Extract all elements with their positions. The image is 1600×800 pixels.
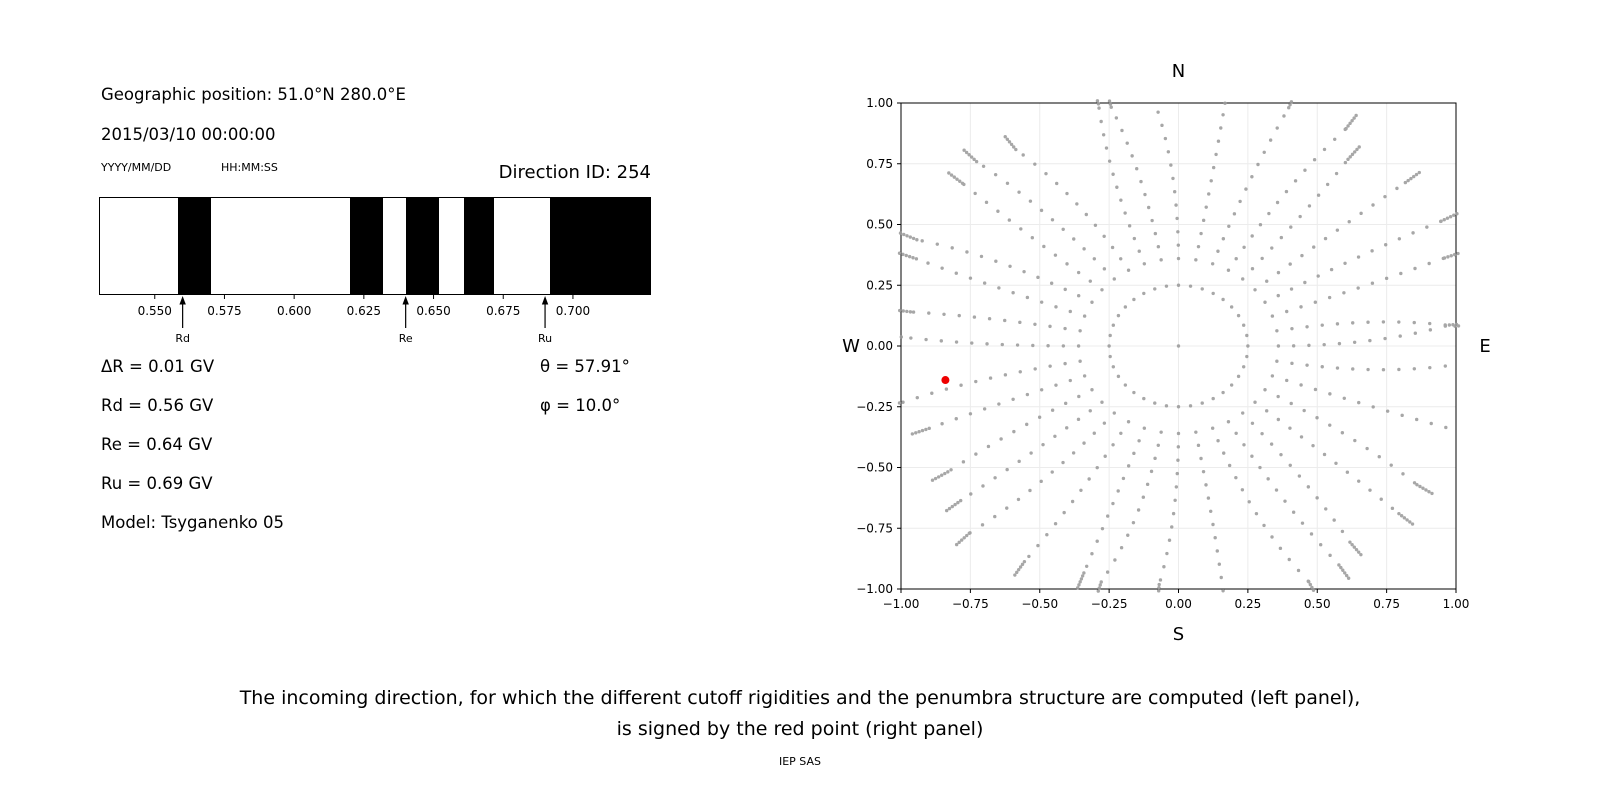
rigidity-marker-label: Re [399,332,413,345]
datetime-label: 2015/03/10 00:00:00 [101,125,276,144]
compass-north-label: N [1171,61,1186,82]
rd-value: Rd = 0.56 GV [101,396,214,415]
delta-r-value: ΔR = 0.01 GV [101,357,215,376]
penumbra-forbidden-band [177,198,212,294]
penumbra-forbidden-band [405,198,439,294]
penumbra-axis: 0.550 0.575 0.600 0.625 0.650 0.675 0.700 Rd Re R… [138,295,590,345]
caption-line-2: is signed by the red point (right panel) [616,718,984,740]
y-tick-label: 0.75 [866,157,893,171]
x-tick-label: 0.00 [1165,597,1192,611]
compass-west-label: W [842,336,860,357]
x-tick-label: 0.50 [1304,597,1331,611]
x-tick-label: −1.00 [883,597,920,611]
phi-value: φ = 10.0° [540,396,621,415]
arrow-head-icon [541,296,549,305]
x-tick-label: 1.00 [1443,597,1470,611]
arrow-head-icon [179,296,186,305]
rigidity-marker-label: Ru [538,332,552,345]
direction-grid-dots [897,99,1461,593]
y-tick-label: 0.00 [866,339,893,353]
penumbra-tick-label: 0.625 [347,304,381,318]
theta-value: θ = 57.91° [540,357,630,376]
penumbra-forbidden-band [550,198,650,294]
y-tick-label: −1.00 [856,582,893,596]
y-tick-label: −0.50 [856,461,893,475]
x-tick-label: 0.25 [1235,597,1262,611]
date-format-label: YYYY/MM/DD [101,161,172,174]
compass-south-label: S [1172,624,1185,645]
y-tick-label: 0.50 [866,218,893,232]
x-tick-label: 0.75 [1373,597,1400,611]
y-tick-label: −0.25 [856,400,893,414]
penumbra-bar-chart [99,197,651,295]
penumbra-tick-label: 0.575 [207,304,241,318]
penumbra-tick-label: 0.650 [416,304,450,318]
arrow-head-icon [402,296,409,305]
direction-id-label: Direction ID: 254 [498,162,651,183]
re-value: Re = 0.64 GV [101,435,213,454]
penumbra-tick-label: 0.550 [138,304,172,318]
penumbra-tick-label: 0.700 [556,304,590,318]
credit-label: IEP SAS [778,755,822,768]
penumbra-tick-label: 0.675 [486,304,520,318]
x-tick-label: −0.50 [1021,597,1058,611]
x-tick-label: −0.75 [952,597,989,611]
caption-line-1: The incoming direction, for which the di… [239,687,1361,709]
ru-value: Ru = 0.69 GV [101,474,213,493]
rigidity-marker-label: Rd [175,332,190,345]
y-tick-label: 0.25 [866,278,893,292]
model-label: Model: Tsyganenko 05 [101,513,285,532]
plot-frame [900,102,1457,590]
selected-direction-point [941,376,950,385]
penumbra-forbidden-band [463,198,495,294]
compass-east-label: E [1479,336,1491,357]
plot-tick-labels: −1.00 −0.75 −0.50 −0.25 0.00 0.25 0.50 0.75 1.00… [856,96,1469,611]
geo-position-label: Geographic position: 51.0°N 280.0°E [101,85,406,104]
y-tick-label: 1.00 [866,96,893,110]
penumbra-forbidden-band [350,198,384,294]
time-format-label: HH:MM:SS [221,161,278,174]
penumbra-tick-label: 0.600 [277,304,311,318]
y-tick-label: −0.75 [856,521,893,535]
x-tick-label: −0.25 [1091,597,1128,611]
